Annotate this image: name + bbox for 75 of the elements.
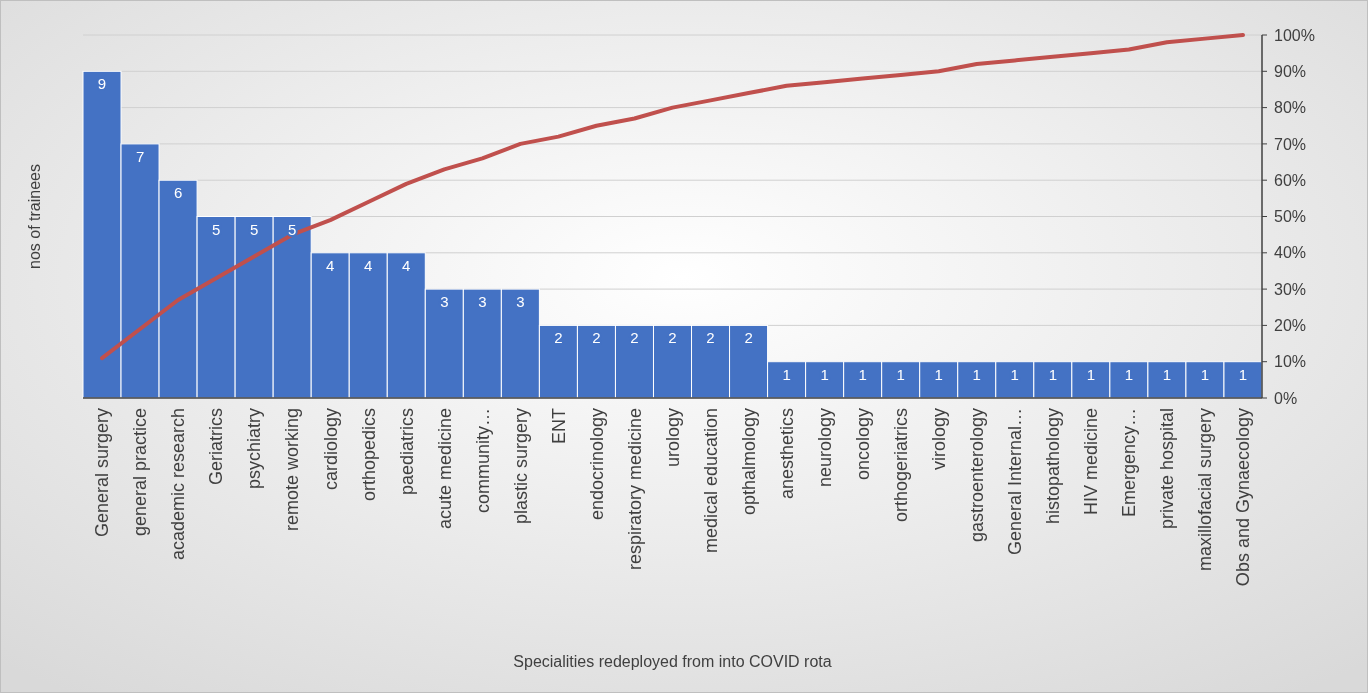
x-tick-label: private hospital <box>1157 408 1178 530</box>
data-label: 1 <box>934 365 943 383</box>
data-label: 1 <box>972 365 981 383</box>
y2-tick-label: 100% <box>1274 26 1315 44</box>
x-axis-title: Specialities redeployed from into COVID rota <box>513 653 832 670</box>
x-tick-label: Emergency… <box>1119 408 1140 518</box>
x-tick-label: urology <box>662 408 683 468</box>
data-label: 1 <box>1048 365 1057 383</box>
x-tick-label: plastic surgery <box>510 408 531 525</box>
data-label: 3 <box>516 293 525 311</box>
y2-tick-label: 50% <box>1274 208 1307 226</box>
y-axis-title: nos of trainees <box>26 164 43 269</box>
x-tick-label: academic research <box>168 408 189 561</box>
data-label: 3 <box>440 293 449 311</box>
x-tick-label: Geriatrics <box>206 408 227 486</box>
data-label: 6 <box>173 184 183 202</box>
x-tick-label: respiratory medicine <box>624 408 645 571</box>
x-tick-label: community… <box>472 408 493 514</box>
data-label: 4 <box>326 256 335 274</box>
x-tick-label: maxillofacial surgery <box>1195 408 1216 572</box>
data-label: 7 <box>135 147 145 165</box>
x-tick-label: psychiatry <box>244 408 265 490</box>
x-tick-label: General Internal… <box>1005 408 1026 556</box>
x-tick-label: orthogeriatrics <box>890 408 911 523</box>
data-label: 4 <box>402 256 411 274</box>
x-tick-label: neurology <box>814 408 835 488</box>
y2-tick-label: 10% <box>1274 353 1307 371</box>
line-series <box>100 33 1245 361</box>
x-tick-label: acute medicine <box>434 408 455 530</box>
data-label: 1 <box>1200 365 1210 383</box>
x-tick-label: Obs and Gynaecology <box>1233 408 1254 587</box>
x-tick-label: histopathology <box>1043 408 1064 525</box>
x-tick-label: orthopedics <box>358 408 379 502</box>
data-label: 1 <box>820 365 829 383</box>
x-tick-label: medical education <box>700 408 721 554</box>
y2-tick-label: 20% <box>1274 317 1307 334</box>
y2-tick-label: 70% <box>1274 135 1307 153</box>
data-label: 2 <box>744 329 753 347</box>
x-tick-label: opthalmology <box>738 408 759 516</box>
data-label: 1 <box>896 365 905 383</box>
data-label: 2 <box>554 329 563 347</box>
data-label: 2 <box>668 329 677 347</box>
x-tick-label: General surgery <box>92 408 113 538</box>
x-tick-label: HIV medicine <box>1081 408 1102 516</box>
y2-tick-label: 40% <box>1274 244 1307 262</box>
x-tick-label: virology <box>929 408 950 471</box>
x-tick-label: endocrinology <box>586 408 607 521</box>
data-label: 9 <box>97 75 107 93</box>
data-label: 1 <box>1124 365 1134 383</box>
x-tick-label: oncology <box>852 408 873 481</box>
data-label: 2 <box>706 329 715 347</box>
x-tick-label: cardiology <box>320 408 341 491</box>
data-label: 1 <box>1086 365 1096 383</box>
x-tick-label: remote working <box>282 408 303 532</box>
y2-tick-label: 60% <box>1274 171 1307 189</box>
data-label: 2 <box>592 329 601 347</box>
data-label: 1 <box>1162 365 1172 383</box>
x-tick-label: paediatrics <box>396 408 417 496</box>
data-label: 5 <box>211 220 221 238</box>
data-label: 1 <box>1238 365 1248 383</box>
y2-tick-label: 90% <box>1274 62 1307 80</box>
y2-tick-label: 80% <box>1274 99 1307 117</box>
y2-tick-label: 30% <box>1274 280 1307 298</box>
data-label: 5 <box>249 220 259 238</box>
data-label: 4 <box>364 256 373 274</box>
x-tick-label: gastroenterology <box>967 408 988 543</box>
x-tick-label: general practice <box>130 408 151 537</box>
data-label: 1 <box>858 365 867 383</box>
data-label: 2 <box>630 329 639 347</box>
data-label: 1 <box>782 365 791 383</box>
y2-tick-label: 0% <box>1274 389 1298 407</box>
data-label: 1 <box>1010 365 1019 383</box>
data-label: 3 <box>478 293 487 311</box>
x-tick-label: anesthetics <box>776 408 797 500</box>
x-tick-label: ENT <box>548 408 569 444</box>
